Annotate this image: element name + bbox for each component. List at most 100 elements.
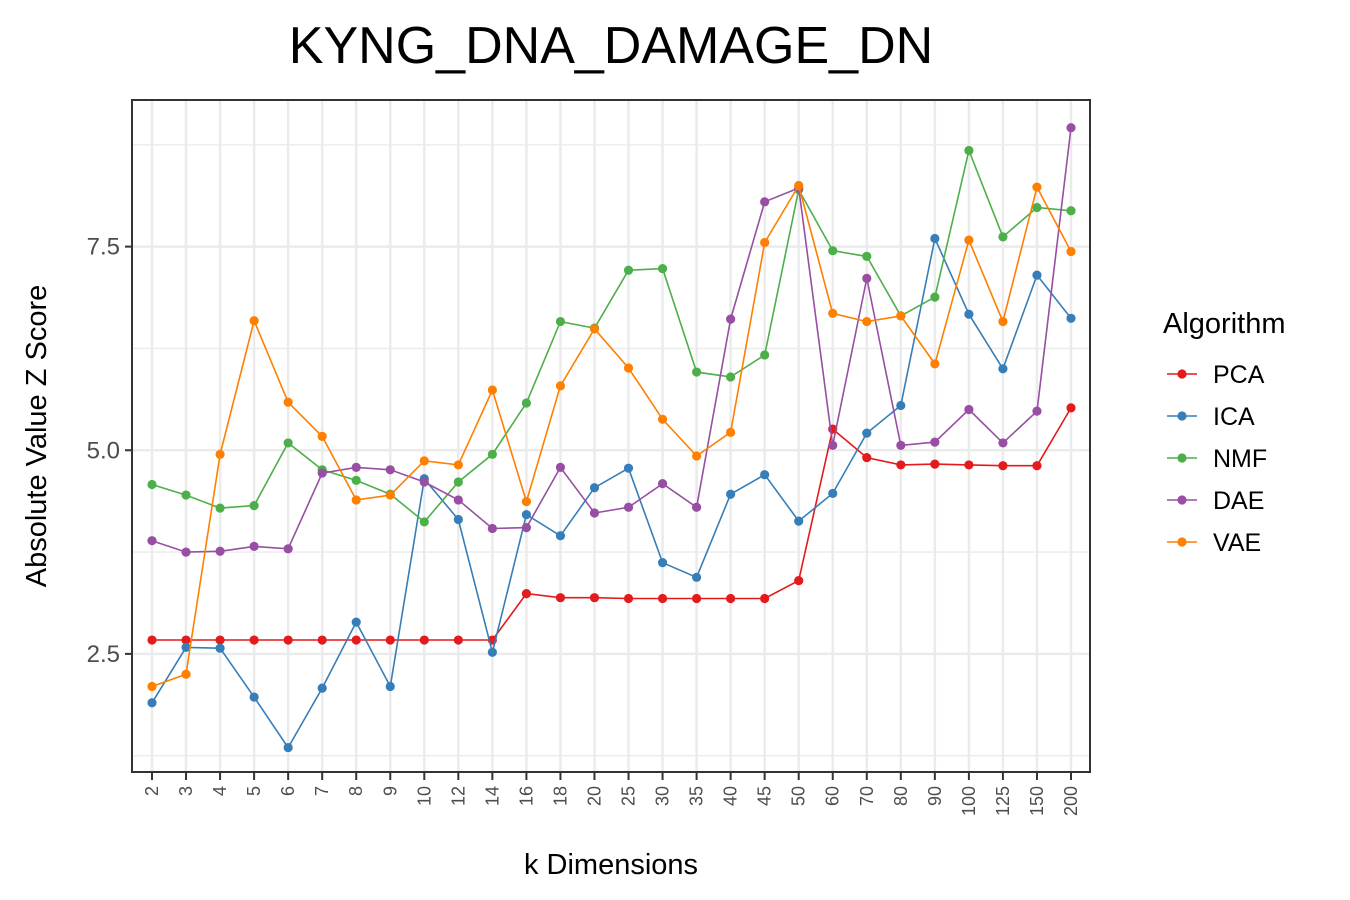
series-pca	[147, 403, 1076, 645]
y-tick-label: 7.5	[87, 234, 120, 261]
data-point-dae	[726, 314, 736, 324]
data-point-vae	[760, 237, 770, 248]
x-tick-label: 25	[619, 786, 639, 806]
legend-key-point	[1177, 369, 1187, 379]
data-point-nmf	[555, 316, 566, 327]
data-point-vae	[487, 385, 497, 395]
x-tick-label: 90	[925, 786, 945, 806]
x-tick-label: 18	[550, 786, 570, 806]
data-point-vae	[1032, 182, 1042, 192]
data-point-dae	[589, 508, 600, 518]
data-point-dae	[487, 523, 497, 534]
data-point-ica	[215, 643, 225, 653]
y-tick-label: 2.5	[87, 641, 120, 668]
data-point-nmf	[147, 479, 157, 490]
legend-label: DAE	[1213, 487, 1264, 515]
data-point-ica	[930, 233, 940, 244]
x-tick-label: 4	[210, 786, 230, 796]
legend-key-point	[1177, 537, 1187, 547]
data-point-ica	[691, 572, 702, 582]
data-point-vae	[181, 669, 191, 679]
data-point-pca	[896, 460, 906, 470]
data-point-dae	[862, 273, 872, 283]
data-point-dae	[249, 541, 259, 551]
data-point-dae	[385, 465, 395, 475]
data-point-pca	[453, 635, 463, 645]
data-point-ica	[998, 364, 1008, 374]
data-point-vae	[964, 235, 974, 245]
data-point-ica	[828, 488, 838, 499]
data-point-dae	[998, 438, 1008, 448]
legend-key-point	[1177, 411, 1187, 421]
data-point-dae	[181, 547, 191, 557]
data-point-vae	[726, 427, 736, 437]
data-point-pca	[794, 575, 804, 586]
series-line-pca	[152, 407, 1072, 641]
data-point-dae	[1032, 406, 1042, 416]
data-point-vae	[794, 180, 804, 191]
data-point-pca	[351, 635, 361, 645]
x-axis: 2 3 4 5 6 7 8 9 10 12 14 16 18 20 25 30 35 40 45 50 60 70 80 90…	[142, 772, 1081, 816]
data-point-nmf	[623, 265, 634, 275]
legend-item-vae: VAE	[1167, 529, 1261, 557]
data-point-pca	[283, 635, 293, 645]
data-point-pca	[760, 593, 770, 604]
data-point-vae	[317, 431, 327, 442]
data-point-pca	[998, 461, 1008, 471]
x-tick-label: 14	[482, 786, 502, 806]
x-tick-label: 5	[244, 786, 264, 796]
data-point-nmf	[351, 475, 361, 485]
data-point-nmf	[862, 251, 872, 261]
data-point-nmf	[760, 350, 770, 360]
data-point-vae	[589, 324, 600, 334]
plot-panel-border	[131, 99, 1091, 773]
series-line-vae	[151, 183, 1072, 688]
x-tick-label: 6	[278, 786, 298, 796]
x-tick-label: 150	[1027, 786, 1047, 816]
x-tick-label: 20	[584, 786, 604, 806]
data-point-vae	[691, 451, 702, 461]
data-point-vae	[896, 311, 906, 321]
data-point-vae	[930, 359, 940, 369]
x-tick-label: 10	[414, 786, 434, 806]
y-tick-label: 5.0	[87, 437, 120, 464]
data-point-nmf	[828, 246, 838, 256]
y-axis-title: Absolute Value Z Score	[21, 285, 53, 588]
data-point-ica	[181, 642, 191, 652]
data-point-nmf	[964, 145, 974, 156]
data-point-pca	[181, 635, 191, 645]
data-point-vae	[1066, 246, 1076, 257]
series-line-dae	[151, 127, 1072, 553]
data-point-pca	[862, 452, 872, 463]
data-point-dae	[623, 502, 634, 512]
data-point-dae	[760, 197, 770, 207]
data-point-dae	[147, 536, 157, 546]
data-point-ica	[623, 463, 634, 473]
legend-item-nmf: NMF	[1167, 445, 1267, 473]
data-point-ica	[794, 516, 804, 526]
data-point-vae	[828, 308, 838, 319]
series-dae	[147, 123, 1076, 557]
data-point-dae	[215, 546, 225, 556]
data-point-ica	[521, 510, 532, 520]
data-series	[147, 123, 1076, 753]
x-tick-label: 200	[1061, 786, 1081, 816]
data-point-vae	[623, 363, 634, 373]
data-point-pca	[215, 635, 225, 645]
data-point-vae	[215, 449, 225, 459]
data-point-dae	[283, 544, 293, 554]
data-point-dae	[555, 462, 566, 472]
data-point-dae	[453, 495, 463, 505]
data-point-dae	[691, 502, 702, 512]
x-tick-label: 40	[721, 786, 741, 806]
data-point-ica	[555, 531, 566, 541]
legend-key-point	[1177, 453, 1187, 463]
data-point-dae	[896, 440, 906, 450]
data-point-nmf	[521, 398, 532, 408]
data-point-vae	[419, 456, 429, 466]
data-point-vae	[147, 681, 157, 692]
data-point-pca	[317, 635, 327, 645]
data-point-pca	[964, 460, 974, 470]
data-point-pca	[555, 593, 566, 603]
data-point-dae	[419, 477, 429, 487]
